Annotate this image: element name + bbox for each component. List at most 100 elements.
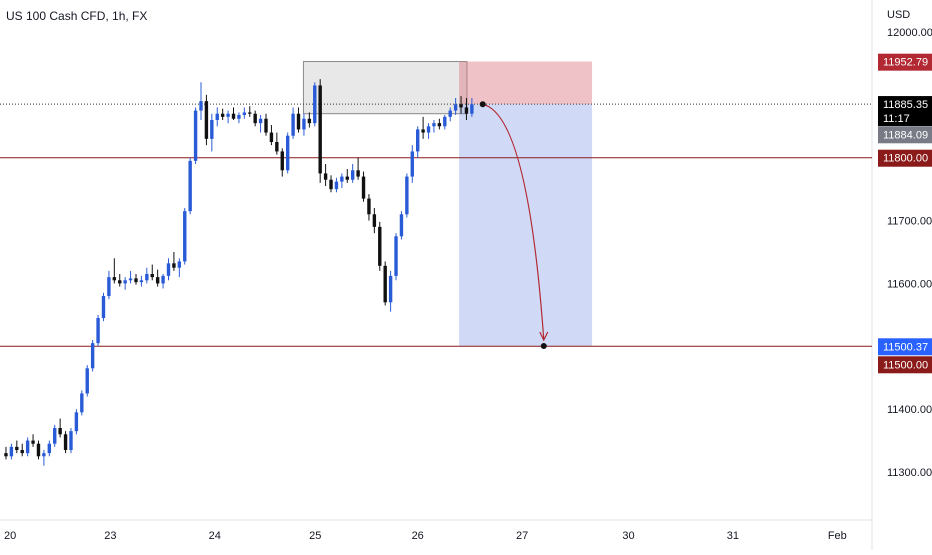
candle-17	[96, 318, 100, 344]
price-tag-0	[878, 53, 932, 71]
candle-57	[313, 85, 317, 124]
candle-56	[307, 118, 312, 124]
candle-33	[183, 211, 187, 262]
candle-38	[210, 120, 214, 139]
candle-79	[432, 123, 436, 127]
candle-70	[383, 265, 387, 303]
projection-arrowhead	[539, 331, 549, 342]
candle-37	[204, 101, 209, 139]
candle-39	[215, 113, 219, 120]
candle-47	[258, 118, 263, 124]
x-tick-label-4: 26	[412, 530, 424, 542]
y-tick-label-1: 11700.00	[887, 216, 932, 228]
candle-9	[53, 428, 57, 444]
price-tag-label-3: 11800.00	[883, 153, 928, 165]
candle-84	[459, 104, 463, 108]
candle-60	[329, 179, 333, 190]
candle-26	[145, 274, 149, 281]
price-tag-label-2: 11884.09	[883, 129, 928, 141]
y-tick-label-3: 11400.00	[887, 404, 932, 416]
candle-64	[350, 170, 355, 180]
price-tag-label-5: 11500.00	[883, 359, 928, 371]
candle-24	[134, 278, 138, 283]
candle-30	[166, 263, 171, 276]
price-tag-label-0: 11952.79	[883, 57, 928, 69]
candle-82	[448, 110, 452, 117]
x-tick-label-8: Feb	[828, 530, 847, 542]
candle-63	[345, 176, 349, 180]
currency-label: USD	[887, 9, 911, 21]
candle-49	[269, 132, 274, 142]
candle-12	[69, 431, 73, 450]
candle-45	[248, 112, 252, 114]
candle-65	[356, 170, 360, 177]
candle-7	[42, 453, 46, 457]
candle-51	[280, 151, 284, 171]
candle-46	[253, 113, 257, 124]
candle-1	[9, 446, 14, 457]
candle-19	[107, 277, 111, 296]
x-tick-label-3: 25	[309, 530, 321, 542]
candle-29	[161, 275, 165, 284]
candle-43	[237, 114, 241, 119]
price-tag-2	[878, 126, 932, 144]
price-tag-3	[878, 149, 932, 167]
candle-83	[453, 104, 458, 111]
candle-74	[405, 176, 409, 215]
candle-23	[128, 278, 133, 281]
candle-35	[193, 110, 198, 161]
projection-end-dot	[540, 343, 547, 349]
y-tick-label-4: 11300.00	[887, 467, 932, 479]
x-tick-label-7: 31	[727, 530, 739, 542]
candle-18	[101, 296, 106, 318]
candle-4	[25, 440, 30, 454]
candle-34	[188, 160, 192, 212]
candle-48	[264, 118, 268, 133]
price-tag-1	[878, 96, 932, 127]
candle-2	[15, 446, 19, 450]
candle-73	[399, 214, 404, 237]
candle-13	[74, 412, 79, 432]
candle-61	[334, 181, 339, 190]
projection-arrow	[482, 103, 545, 341]
candle-78	[426, 126, 431, 133]
candle-52	[285, 135, 290, 171]
candle-81	[443, 116, 447, 127]
candle-16	[90, 343, 95, 369]
candle-66	[361, 176, 366, 199]
price-tag-4	[878, 338, 932, 356]
price-tag-label-4: 11500.37	[883, 341, 928, 353]
stop-loss-zone	[459, 61, 593, 105]
candle-14	[80, 393, 84, 413]
candle-40	[220, 113, 225, 117]
candle-25	[139, 280, 144, 283]
candle-69	[378, 226, 382, 266]
candle-5	[31, 440, 35, 444]
x-tick-label-2: 24	[209, 530, 221, 542]
candle-68	[372, 214, 377, 227]
y-tick-label-2: 11600.00	[887, 278, 932, 290]
candle-15	[85, 368, 89, 394]
chart-title: US 100 Cash CFD, 1h, FX	[6, 9, 148, 23]
x-tick-label-1: 23	[104, 530, 116, 542]
candle-77	[421, 129, 425, 133]
candle-0	[4, 453, 8, 457]
take-profit-zone	[459, 104, 593, 347]
candle-44	[242, 112, 247, 115]
candle-62	[340, 176, 344, 182]
candle-53	[291, 113, 295, 136]
price-tag-label-1: 11885.35	[883, 99, 928, 111]
candle-27	[150, 274, 154, 278]
candle-54	[296, 113, 301, 130]
candle-59	[323, 173, 328, 180]
candle-85	[464, 107, 469, 114]
candle-28	[155, 277, 160, 284]
range-box	[302, 61, 468, 115]
candle-32	[177, 261, 182, 268]
candle-86	[470, 104, 474, 114]
candle-10	[58, 428, 62, 435]
x-tick-label-5: 27	[516, 530, 528, 542]
candle-36	[199, 101, 203, 111]
